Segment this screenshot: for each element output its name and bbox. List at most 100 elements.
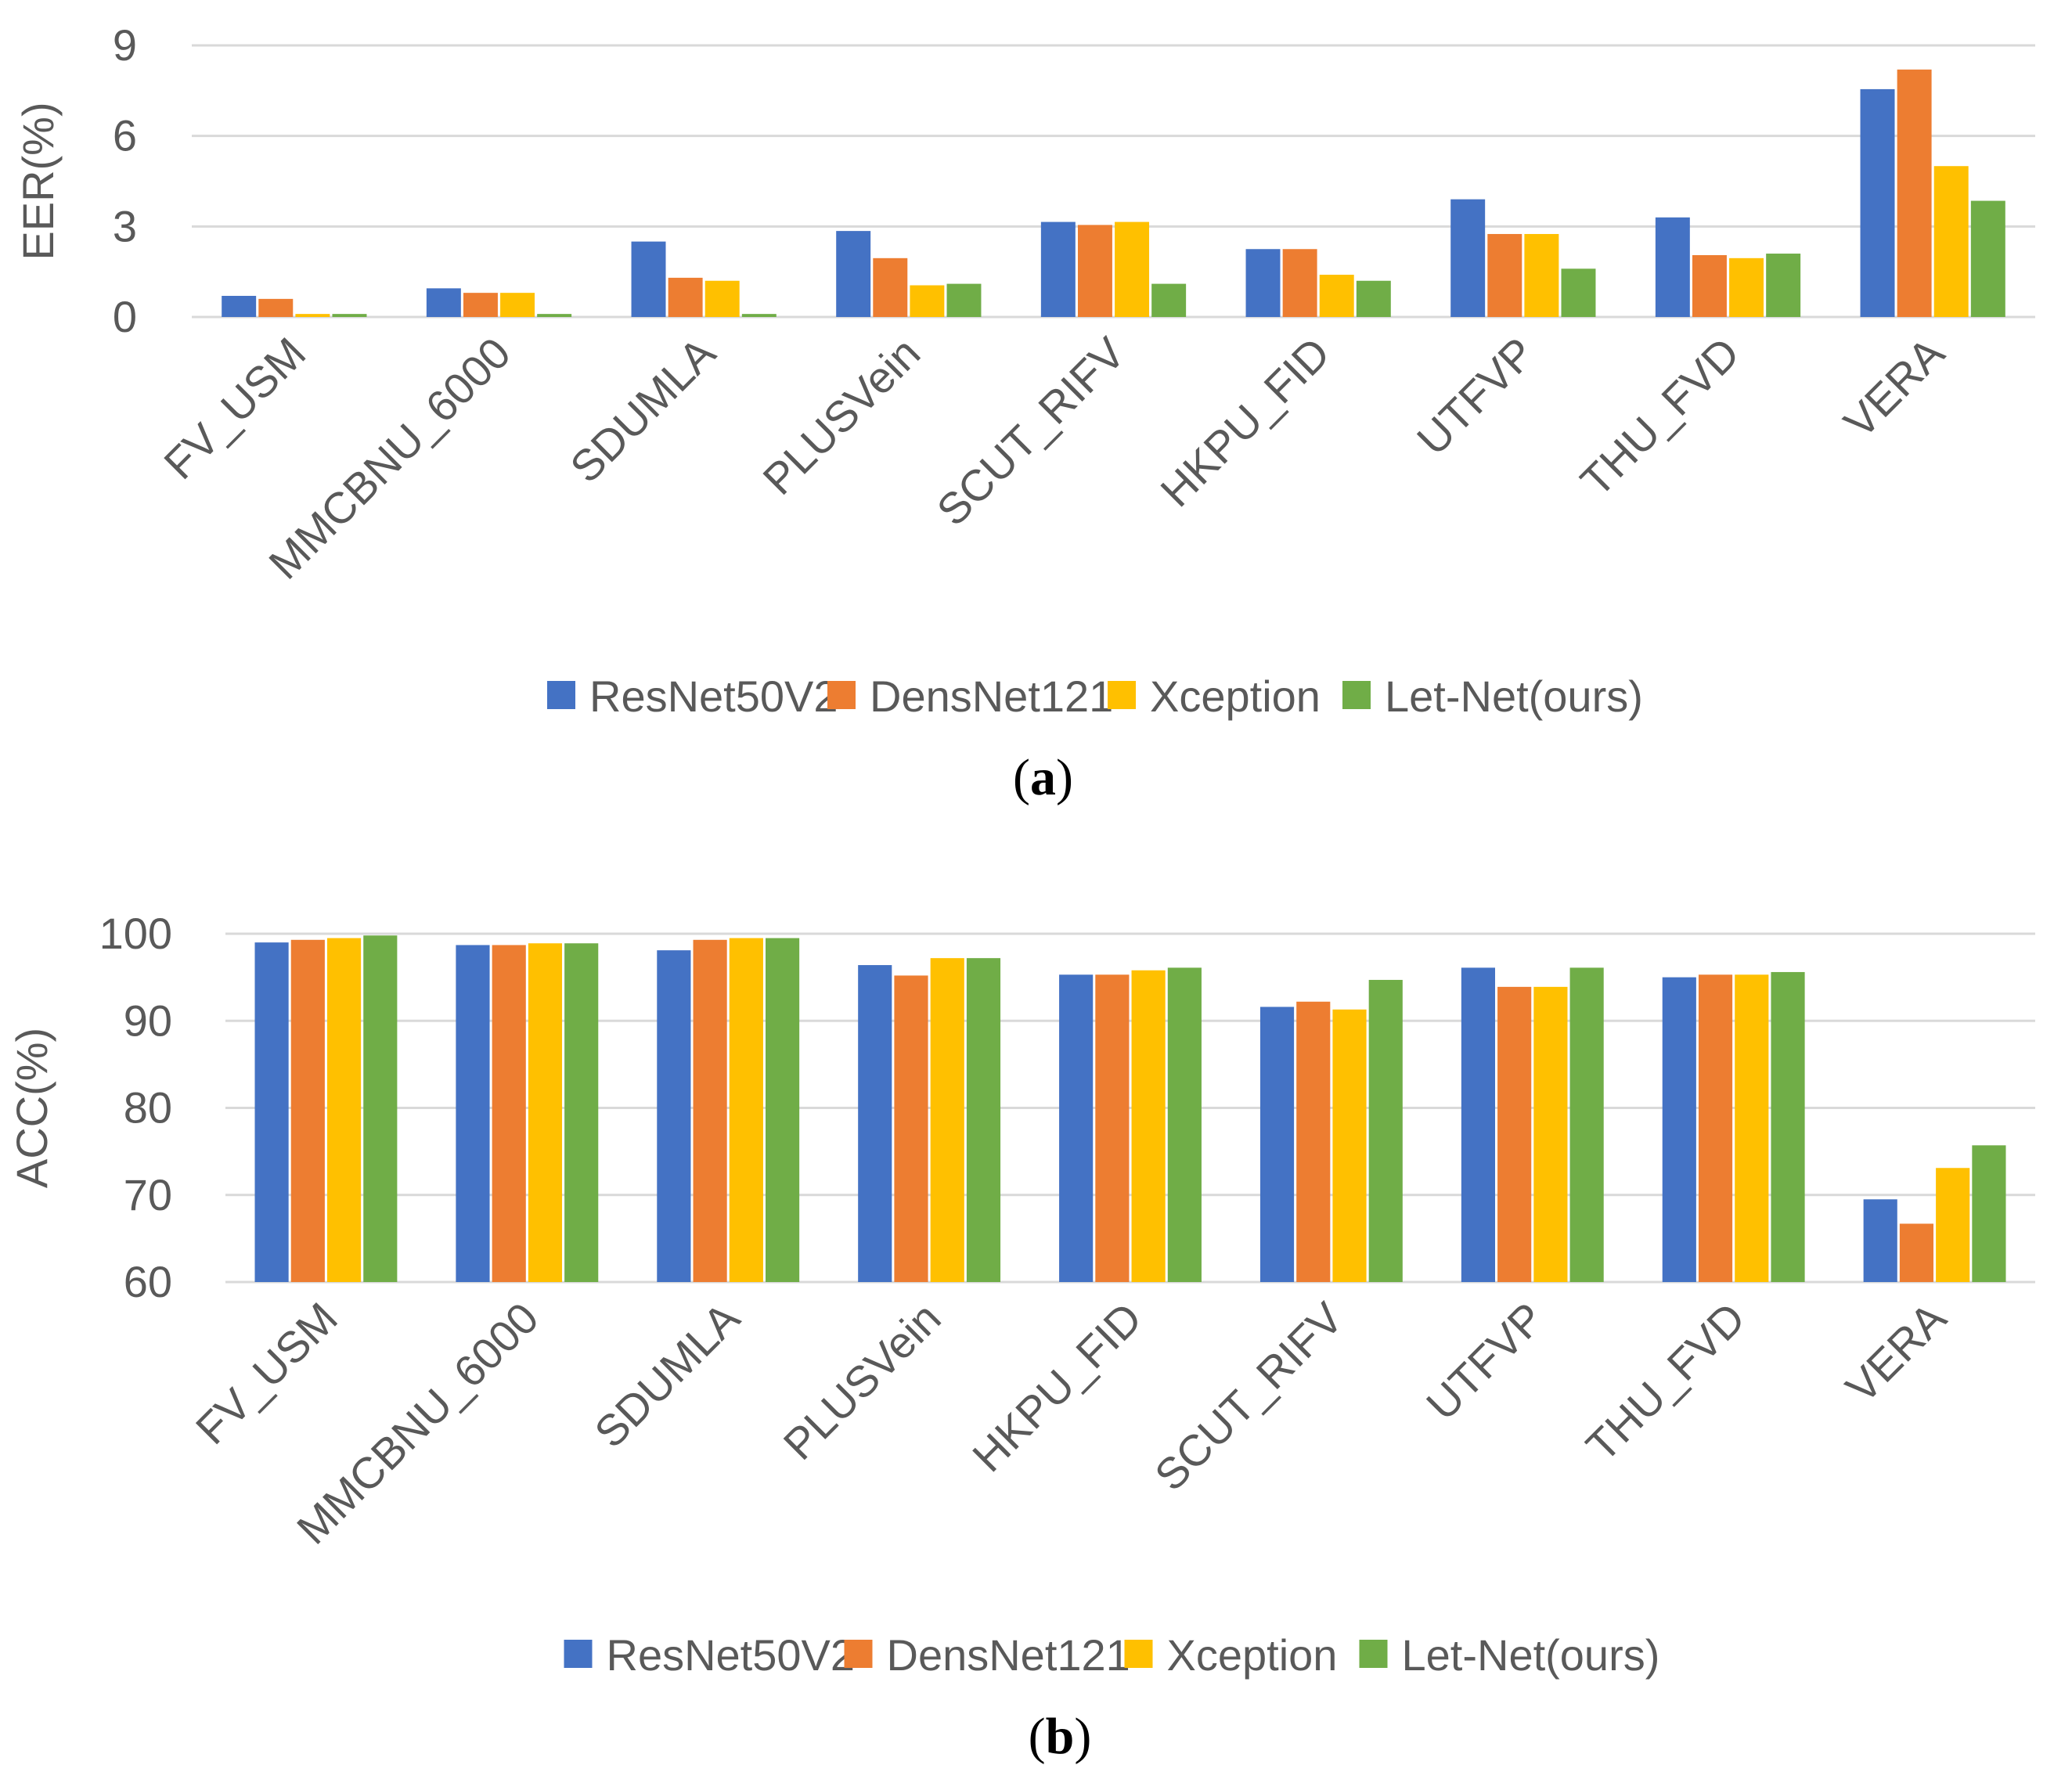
bar [1282, 249, 1317, 317]
bar [1933, 166, 1969, 317]
caption-paren-close: ) [1056, 749, 1073, 806]
bar [1259, 1007, 1295, 1282]
legend-label: Xception [1150, 672, 1321, 721]
bar [894, 975, 928, 1282]
bar [704, 280, 740, 317]
bar [1899, 1223, 1934, 1282]
bar [836, 231, 871, 317]
x-tick-label: UTFVP [1407, 328, 1544, 464]
caption-paren-close: ) [1074, 1708, 1091, 1765]
bar [1095, 974, 1130, 1282]
bar [946, 283, 982, 317]
bar [729, 938, 763, 1282]
bar [1296, 1001, 1331, 1282]
bar [1735, 974, 1769, 1282]
bar [456, 945, 490, 1282]
bar [766, 938, 800, 1282]
bar [858, 965, 892, 1282]
bar [1077, 225, 1112, 317]
bar [873, 258, 908, 317]
bar [1461, 967, 1495, 1282]
x-tick-label: UTFVP [1417, 1293, 1553, 1429]
x-tick-label: SCUT_RIFV [927, 327, 1134, 535]
bar [1655, 217, 1690, 317]
y-tick-label: 0 [113, 292, 137, 341]
y-tick-label: 70 [124, 1170, 172, 1219]
bar [222, 296, 257, 317]
caption-paren-open: ( [1029, 1708, 1046, 1765]
x-tick-label: THU_FVD [1577, 1293, 1754, 1471]
bar [564, 943, 599, 1282]
legend-swatch [547, 681, 575, 709]
x-tick-label: FV_USM [186, 1293, 347, 1453]
x-tick-label: VERA [1834, 327, 1954, 447]
bar [631, 241, 666, 317]
bar [537, 314, 572, 317]
caption: (a) [1013, 749, 1073, 806]
bar [1151, 283, 1187, 317]
legend-label: ResNet50V2 [607, 1630, 856, 1680]
bar [1356, 280, 1391, 317]
bar [1245, 249, 1281, 317]
legend-label: DensNet121 [887, 1630, 1130, 1680]
y-tick-label: 100 [99, 909, 172, 958]
bar [528, 943, 563, 1282]
bar [1487, 233, 1522, 317]
x-tick-label: HKPU_FID [963, 1293, 1151, 1481]
caption-paren-open: ( [1013, 749, 1030, 806]
x-tick-label: THU_FVD [1571, 328, 1749, 506]
bar [1863, 1199, 1897, 1282]
x-tick-label: FV_USM [154, 328, 315, 488]
y-tick-label: 3 [113, 201, 137, 250]
bar [693, 939, 727, 1282]
legend-label: Xception [1167, 1630, 1338, 1680]
x-tick-label: SDUMLA [560, 327, 725, 492]
legend-swatch [564, 1640, 593, 1668]
bar [1766, 254, 1801, 317]
bar [1860, 88, 1895, 318]
bar [1524, 233, 1559, 317]
bar [1569, 967, 1604, 1282]
bar [930, 958, 964, 1282]
bar [1972, 1145, 2006, 1282]
bar [910, 285, 945, 317]
bar [1167, 967, 1202, 1282]
bar [1698, 974, 1733, 1282]
legend-swatch [1108, 681, 1136, 709]
x-tick-label: PLUSVein [753, 328, 929, 504]
bar [1319, 275, 1354, 317]
bar [1662, 977, 1696, 1282]
bar [1561, 268, 1596, 317]
x-tick-label: SDUMLA [585, 1292, 749, 1457]
y-tick-label: 6 [113, 111, 137, 160]
bar [1131, 970, 1166, 1282]
legend-label: DensNet121 [870, 672, 1113, 721]
y-tick-label: 80 [124, 1083, 172, 1133]
y-tick-label: 90 [124, 996, 172, 1045]
bar [1450, 199, 1486, 317]
legend-label: ResNet50V2 [589, 672, 838, 721]
bar [254, 942, 289, 1282]
bar [326, 938, 362, 1282]
legend-label: Let-Net(ours) [1385, 672, 1643, 721]
bar [1059, 974, 1094, 1282]
bar [463, 293, 498, 317]
y-tick-label: 60 [124, 1257, 172, 1306]
bar [258, 298, 294, 317]
caption: (b) [1029, 1708, 1092, 1765]
bar [500, 293, 535, 317]
legend-swatch [1359, 1640, 1388, 1668]
x-tick-label: VERA [1836, 1292, 1956, 1412]
legend-swatch [844, 1640, 873, 1668]
x-tick-label: SCUT_RIFV [1145, 1292, 1353, 1500]
bar [668, 277, 703, 317]
caption-letter: a [1030, 749, 1056, 806]
x-tick-label: PLUSVein [774, 1293, 950, 1469]
bar [966, 958, 1001, 1282]
bar [492, 945, 526, 1282]
legend-swatch [1342, 681, 1371, 709]
bar [1115, 221, 1150, 317]
